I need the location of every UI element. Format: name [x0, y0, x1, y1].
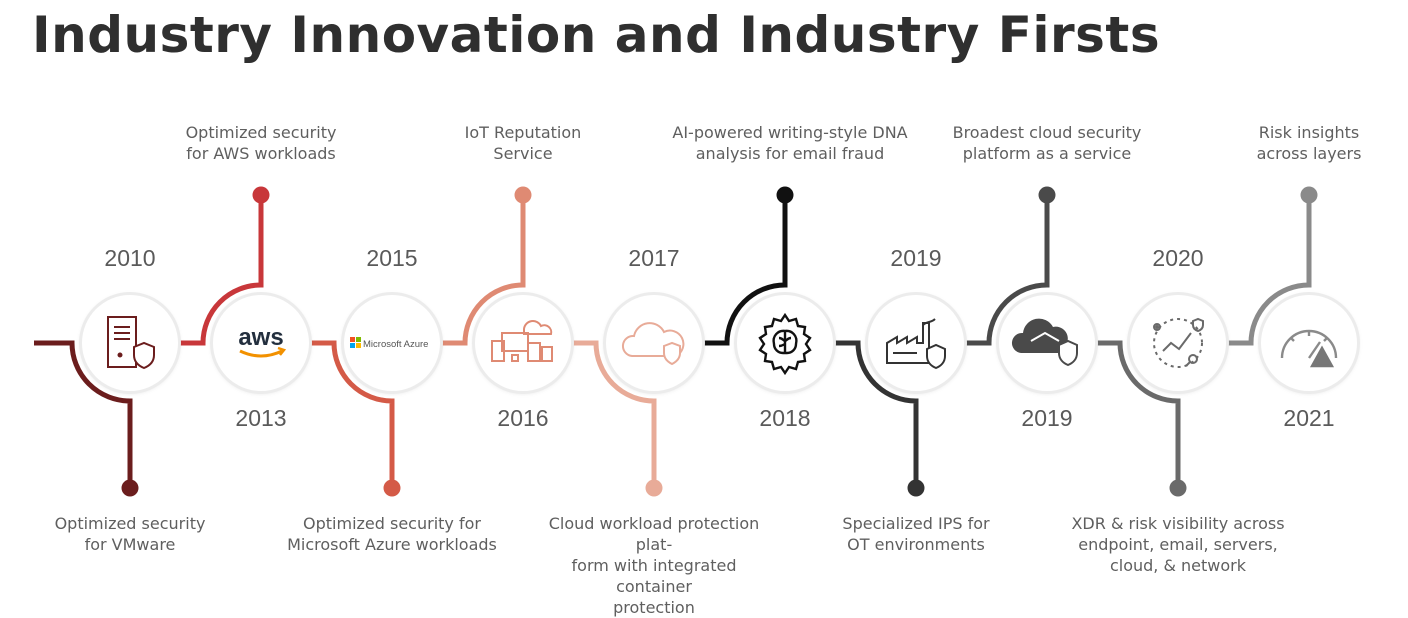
milestone-caption: IoT Reputation Service — [403, 122, 643, 164]
connector-dot — [121, 479, 139, 497]
connector-line — [573, 340, 657, 488]
caption-line: protection — [613, 598, 695, 617]
risk-gauge-icon — [1276, 318, 1342, 368]
caption-line: form with integrated container — [571, 556, 737, 596]
milestone-year: 2019 — [890, 245, 942, 271]
svg-text:aws: aws — [238, 324, 283, 351]
milestone-node-2: aws — [213, 295, 309, 391]
caption-line: for AWS workloads — [186, 144, 336, 163]
svg-text:Microsoft Azure: Microsoft Azure — [363, 339, 428, 350]
milestone-caption: Risk insights across layers — [1189, 122, 1408, 164]
connector-dot — [252, 186, 270, 204]
connector-dot — [514, 186, 532, 204]
milestone-year: 2013 — [235, 405, 287, 431]
server-shield-icon — [102, 313, 158, 373]
microsoft-azure-logo: Microsoft Azure — [349, 333, 435, 353]
devices-cloud-icon — [488, 315, 558, 371]
connector-line — [704, 195, 788, 346]
connector-line — [34, 340, 133, 488]
caption-line: Cloud workload protection plat- — [548, 514, 760, 554]
xdr-network-icon — [1145, 313, 1211, 373]
caption-line: analysis for email fraud — [695, 144, 885, 163]
connector-line — [442, 195, 526, 346]
milestone-node-4 — [475, 295, 571, 391]
caption-line: XDR & risk visibility across — [1071, 514, 1285, 533]
caption-line: Microsoft Azure workloads — [287, 535, 497, 554]
caption-line: Optimized security — [54, 514, 206, 533]
connector-line — [180, 195, 264, 346]
connector-line — [311, 340, 395, 488]
milestone-year: 2015 — [366, 245, 418, 271]
milestone-caption: XDR & risk visibility across endpoint, em… — [1058, 513, 1298, 576]
milestone-year: 2016 — [497, 405, 549, 431]
caption-line: Risk insights — [1258, 123, 1360, 142]
connector-dot — [1169, 479, 1187, 497]
milestone-node-7 — [868, 295, 964, 391]
milestone-node-6 — [737, 295, 833, 391]
milestone-year: 2021 — [1283, 405, 1335, 431]
connector-dot — [776, 186, 794, 204]
connector-dot — [907, 479, 925, 497]
brain-gear-icon — [752, 310, 818, 376]
caption-line: platform as a service — [962, 144, 1132, 163]
page-title: Industry Innovation and Industry Firsts — [32, 6, 1161, 64]
caption-line: for VMware — [84, 535, 176, 554]
milestone-year: 2018 — [759, 405, 811, 431]
caption-line: across layers — [1256, 144, 1362, 163]
milestone-node-1 — [82, 295, 178, 391]
caption-line: Optimized security — [185, 123, 337, 142]
milestone-node-9 — [1130, 295, 1226, 391]
caption-line: cloud, & network — [1109, 556, 1247, 575]
caption-line: Specialized IPS for — [842, 514, 990, 533]
milestone-caption: Optimized security for VMware — [10, 513, 250, 555]
connector-dot — [1300, 186, 1318, 204]
cloud-platform-shield-icon — [1009, 315, 1085, 371]
milestone-year: 2020 — [1152, 245, 1204, 271]
aws-logo: aws — [226, 323, 296, 363]
milestone-caption: AI-powered writing-style DNA analysis for… — [665, 122, 915, 164]
connector-dot — [645, 479, 663, 497]
milestone-caption: Optimized security for AWS workloads — [141, 122, 381, 164]
caption-line: OT environments — [847, 535, 985, 554]
connector-line — [1228, 195, 1312, 346]
caption-line: endpoint, email, servers, — [1078, 535, 1278, 554]
caption-line: Broadest cloud security — [952, 123, 1142, 142]
factory-shield-icon — [883, 315, 949, 371]
milestone-node-8 — [999, 295, 1095, 391]
caption-line: AI-powered writing-style DNA — [672, 123, 908, 142]
connector-line — [1097, 340, 1181, 488]
milestone-caption: Broadest cloud security platform as a ser… — [927, 122, 1167, 164]
caption-line: IoT Reputation — [464, 123, 582, 142]
connector-dot — [383, 479, 401, 497]
caption-line: Service — [493, 144, 553, 163]
caption-line: Optimized security for — [303, 514, 481, 533]
milestone-node-3: Microsoft Azure — [344, 295, 440, 391]
milestone-year: 2019 — [1021, 405, 1073, 431]
milestone-node-10 — [1261, 295, 1357, 391]
milestone-node-5 — [606, 295, 702, 391]
connector-line — [966, 195, 1050, 346]
milestone-caption: Specialized IPS for OT environments — [796, 513, 1036, 555]
connector-dot — [1038, 186, 1056, 204]
milestone-caption: Optimized security for Microsoft Azure wo… — [272, 513, 512, 555]
milestone-caption: Cloud workload protection plat-form with… — [534, 513, 774, 618]
milestone-year: 2017 — [628, 245, 680, 271]
cloud-shield-icon — [618, 318, 690, 368]
milestone-year: 2010 — [104, 245, 156, 271]
connector-line — [835, 340, 919, 488]
